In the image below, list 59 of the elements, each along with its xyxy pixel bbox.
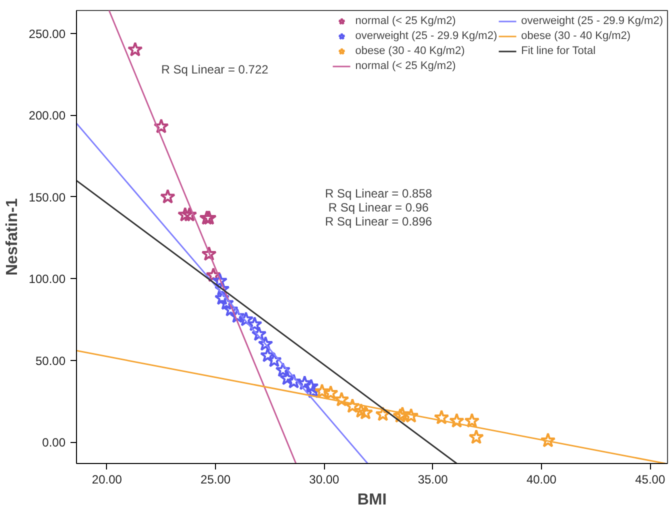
point: [214, 281, 230, 296]
y-axis-title: Nesfatin-1: [4, 198, 21, 276]
point: [247, 316, 262, 332]
point: [182, 206, 198, 222]
point: [323, 385, 338, 400]
point: [353, 403, 369, 418]
y-tick-label: 200.00: [28, 108, 66, 123]
x-tick-label: 45.00: [635, 472, 666, 486]
point: [154, 118, 169, 134]
legend-label: obese (30 - 40 Kg/m2): [521, 29, 631, 43]
y-tick-label: 100.00: [28, 272, 66, 286]
point: [375, 406, 391, 422]
x-tick-label: 35.00: [418, 472, 448, 486]
point: [230, 308, 245, 323]
point: [258, 336, 274, 351]
point: [206, 267, 222, 282]
point: [128, 42, 143, 56]
annotation: R Sq Linear = 0.96: [328, 200, 430, 215]
annotation: R Sq Linear = 0.896: [324, 214, 432, 228]
point: [304, 378, 319, 394]
legend-label: Fit line for Total: [521, 44, 596, 58]
point: [251, 326, 267, 341]
point: [201, 246, 217, 261]
x-tick-label: 30.00: [309, 472, 340, 486]
point: [286, 374, 302, 388]
point: [266, 352, 282, 368]
point: [260, 348, 276, 362]
point: [344, 398, 360, 413]
legend-label: obese (30 - 40 Kg/m2): [355, 44, 465, 58]
x-tick-label: 25.00: [200, 472, 231, 486]
y-tick-label: 250.00: [28, 26, 66, 41]
legend-label: overweight (25 - 29.9 Kg/m2): [521, 14, 663, 28]
point: [540, 432, 556, 448]
y-tick-label: 150.00: [28, 190, 66, 204]
point: [306, 384, 321, 398]
point: [214, 290, 230, 305]
annotation: R Sq Linear = 0.722: [161, 62, 269, 76]
point: [223, 302, 238, 316]
legend-label: overweight (25 - 29.9 Kg/m2): [355, 29, 498, 43]
legend-label: normal (< 25 Kg/m2): [355, 59, 456, 73]
point: [334, 392, 350, 406]
point: [434, 410, 450, 424]
x-tick-label: 40.00: [526, 472, 557, 486]
point: [212, 272, 228, 288]
x-axis-title: BMI: [357, 492, 387, 508]
annotation: R Sq Linear = 0.858: [324, 186, 432, 201]
point: [314, 384, 330, 398]
point: [464, 412, 480, 428]
y-tick-label: 0.00: [42, 436, 66, 450]
point: [358, 404, 374, 420]
point: [238, 312, 254, 326]
y-tick-label: 50.00: [35, 354, 66, 368]
point: [177, 206, 193, 222]
point: [160, 188, 176, 204]
point: [449, 412, 464, 428]
point: [468, 429, 484, 444]
legend-label: normal (< 25 Kg/m2): [355, 14, 456, 28]
x-tick-label: 20.00: [92, 472, 122, 486]
point: [275, 362, 291, 377]
